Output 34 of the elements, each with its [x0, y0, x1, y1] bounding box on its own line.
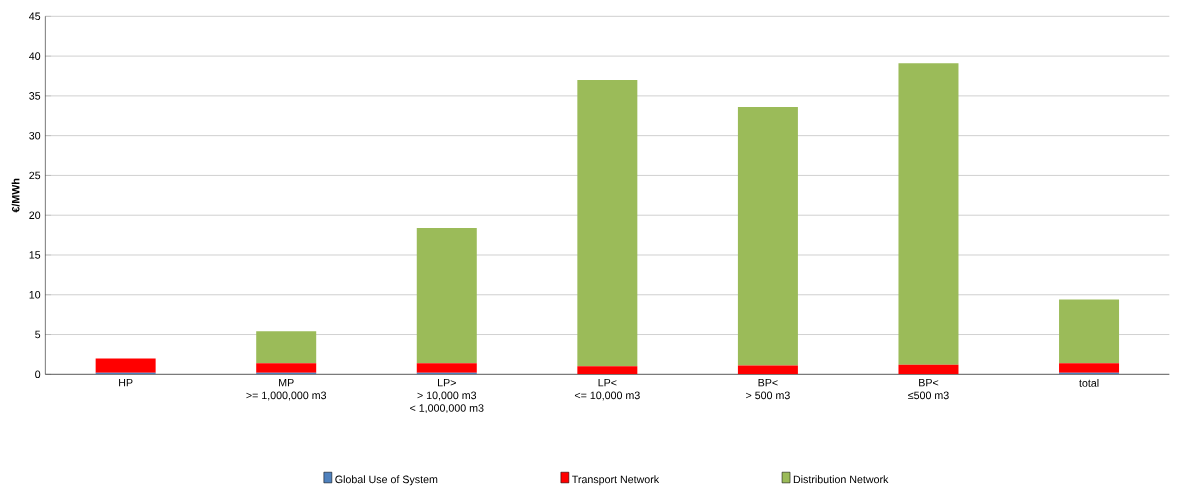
y-tick-label: 25: [29, 171, 41, 180]
y-tick-label: 15: [29, 251, 41, 259]
x-tick-label: HP: [119, 379, 133, 387]
x-tick-label: BP< ≤500 m3: [908, 379, 949, 400]
legend-label: Transport Network: [572, 475, 660, 486]
y-tick-label: 40: [29, 52, 41, 60]
y-tick-label: 45: [29, 12, 41, 21]
y-tick-label: 5: [35, 330, 41, 339]
y-tick-label: 20: [29, 211, 41, 219]
bar: [577, 366, 638, 375]
bar: [898, 364, 959, 375]
y-tick-label: 35: [29, 92, 41, 100]
bar: [95, 358, 156, 373]
bar: [416, 227, 477, 364]
bar: [737, 365, 798, 375]
bar: [737, 107, 798, 366]
bar: [1059, 299, 1120, 364]
x-tick-label: LP> > 10,000 m3 < 1,000,000 m3: [410, 379, 484, 414]
x-tick-label: LP< <= 10,000 m3: [574, 379, 640, 401]
bar: [1059, 363, 1120, 373]
legend-label: Global Use of System: [335, 475, 438, 486]
y-tick-label: 10: [29, 290, 41, 299]
x-tick-label: total: [1079, 379, 1099, 387]
legend-label: Distribution Network: [793, 475, 889, 484]
bar: [256, 331, 317, 364]
y-tick-label: 30: [29, 131, 41, 140]
bar: [898, 63, 959, 365]
bar: [416, 363, 477, 373]
y-tick-label: 0: [35, 370, 41, 379]
x-tick-label: BP< > 500 m3: [746, 379, 790, 400]
bar: [577, 79, 638, 367]
y-axis-title: €/MWh: [11, 178, 20, 213]
bar: [256, 363, 317, 373]
x-tick-label: MP >= 1,000,000 m3: [246, 379, 327, 401]
